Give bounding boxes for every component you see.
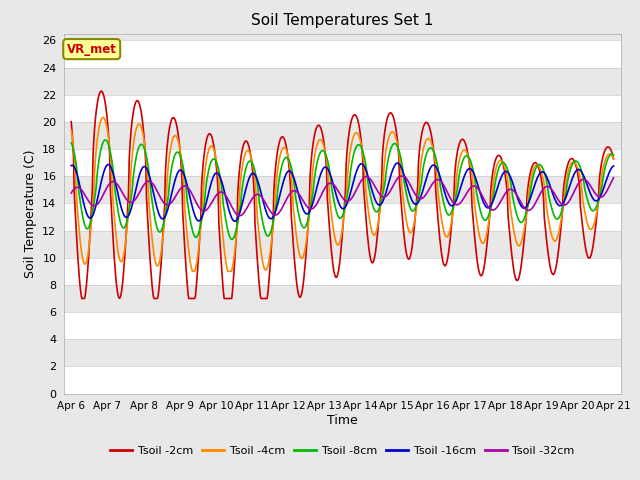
Line: Tsoil -32cm: Tsoil -32cm: [71, 176, 614, 216]
Tsoil -2cm: [188, 296, 196, 301]
Tsoil -4cm: [67, 128, 75, 133]
Tsoil -16cm: [210, 173, 218, 179]
Tsoil -16cm: [394, 160, 401, 166]
Tsoil -2cm: [67, 119, 75, 125]
Tsoil -8cm: [388, 143, 396, 149]
Tsoil -4cm: [335, 240, 343, 246]
Tsoil -16cm: [67, 163, 75, 168]
Tsoil -32cm: [186, 188, 194, 194]
Tsoil -8cm: [228, 237, 236, 242]
Title: Soil Temperatures Set 1: Soil Temperatures Set 1: [252, 13, 433, 28]
Bar: [64, 366, 621, 394]
Tsoil -8cm: [442, 207, 449, 213]
Tsoil -4cm: [211, 151, 219, 157]
Bar: [64, 339, 621, 366]
Bar: [64, 285, 621, 312]
Tsoil -32cm: [210, 196, 218, 202]
Tsoil -8cm: [610, 152, 618, 158]
Bar: [64, 258, 621, 285]
Tsoil -32cm: [388, 186, 396, 192]
Bar: [64, 95, 621, 122]
Tsoil -2cm: [335, 262, 343, 268]
Tsoil -2cm: [211, 152, 219, 157]
X-axis label: Time: Time: [327, 414, 358, 427]
Line: Tsoil -8cm: Tsoil -8cm: [71, 140, 614, 240]
Tsoil -2cm: [97, 88, 105, 94]
Tsoil -32cm: [335, 189, 342, 194]
Tsoil -4cm: [561, 182, 569, 188]
Tsoil -2cm: [442, 263, 449, 268]
Tsoil -32cm: [67, 190, 75, 196]
Tsoil -2cm: [561, 172, 569, 178]
Bar: [64, 149, 621, 176]
Tsoil -2cm: [78, 296, 86, 301]
Tsoil -32cm: [442, 186, 449, 192]
Tsoil -8cm: [101, 137, 109, 143]
Tsoil -2cm: [610, 156, 618, 162]
Tsoil -32cm: [396, 173, 403, 179]
Tsoil -4cm: [442, 233, 449, 239]
Bar: [64, 68, 621, 95]
Bar: [64, 204, 621, 230]
Tsoil -4cm: [187, 263, 195, 269]
Tsoil -16cm: [231, 218, 239, 224]
Tsoil -8cm: [211, 156, 218, 162]
Tsoil -32cm: [236, 213, 244, 218]
Tsoil -8cm: [561, 193, 569, 199]
Bar: [64, 122, 621, 149]
Tsoil -32cm: [561, 202, 569, 208]
Tsoil -4cm: [388, 129, 396, 135]
Tsoil -4cm: [99, 114, 107, 120]
Y-axis label: Soil Temperature (C): Soil Temperature (C): [24, 149, 36, 278]
Tsoil -2cm: [388, 111, 396, 117]
Tsoil -8cm: [187, 221, 195, 227]
Tsoil -16cm: [442, 192, 449, 198]
Tsoil -16cm: [561, 196, 569, 202]
Tsoil -32cm: [610, 175, 618, 181]
Line: Tsoil -2cm: Tsoil -2cm: [71, 91, 614, 299]
Bar: [64, 40, 621, 68]
Bar: [64, 176, 621, 204]
Tsoil -8cm: [67, 140, 75, 146]
Line: Tsoil -4cm: Tsoil -4cm: [71, 117, 614, 271]
Bar: [64, 230, 621, 258]
Tsoil -16cm: [186, 195, 194, 201]
Tsoil -16cm: [335, 200, 342, 205]
Line: Tsoil -16cm: Tsoil -16cm: [71, 163, 614, 221]
Text: VR_met: VR_met: [67, 43, 116, 56]
Tsoil -16cm: [388, 171, 396, 177]
Tsoil -4cm: [610, 156, 618, 162]
Tsoil -16cm: [610, 163, 618, 169]
Tsoil -8cm: [335, 215, 343, 221]
Legend: Tsoil -2cm, Tsoil -4cm, Tsoil -8cm, Tsoil -16cm, Tsoil -32cm: Tsoil -2cm, Tsoil -4cm, Tsoil -8cm, Tsoi…: [106, 441, 579, 460]
Tsoil -4cm: [189, 268, 197, 274]
Bar: [64, 312, 621, 339]
